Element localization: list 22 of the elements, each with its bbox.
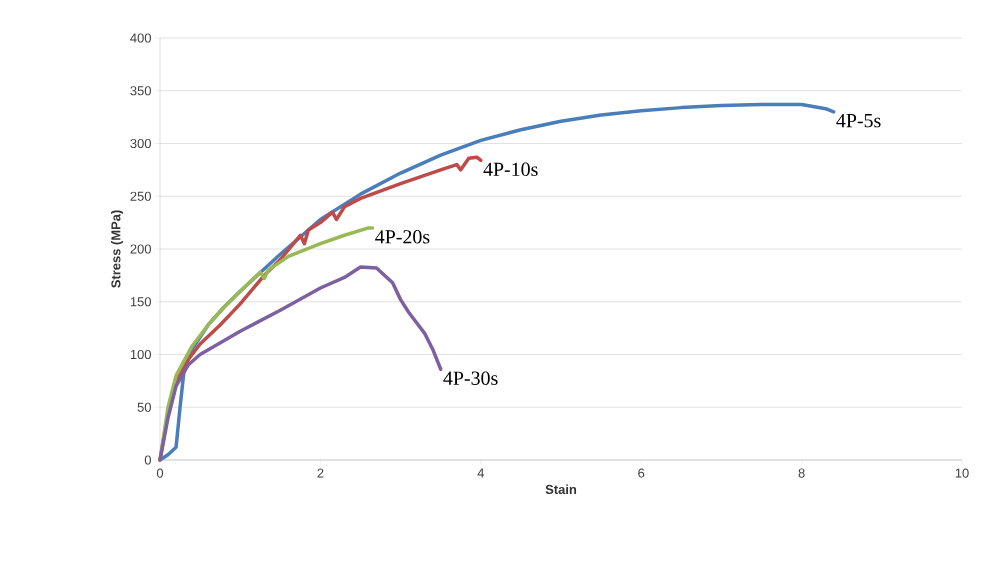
line-series: [158, 265, 443, 462]
series-label: 4P-20s: [375, 230, 430, 244]
series-label: 4P-10s: [483, 162, 538, 177]
x-tick-label: 2: [317, 468, 324, 478]
x-tick-label: 4: [477, 468, 485, 478]
series-label: 4P-5s: [836, 114, 881, 128]
y-tick-label: 350: [130, 86, 151, 96]
x-tick-label: 8: [798, 468, 805, 478]
y-tick-label: 100: [130, 349, 151, 360]
x-axis-title: Stain: [545, 484, 577, 495]
y-tick-label: 0: [144, 455, 151, 465]
y-tick-label: 150: [130, 297, 151, 307]
y-tick-label: 400: [130, 33, 151, 43]
x-tick-label: 0: [156, 468, 164, 478]
x-tick-label: 10: [955, 468, 969, 478]
series-label: 4P-30s: [443, 371, 498, 385]
y-tick-label: 200: [130, 244, 151, 254]
x-tick-label: 6: [638, 468, 645, 478]
y-axis-title: Stress (MPa): [110, 210, 124, 288]
y-tick-label: 50: [137, 402, 151, 412]
y-tick-label: 300: [130, 138, 151, 149]
y-tick-label: 250: [130, 191, 151, 201]
